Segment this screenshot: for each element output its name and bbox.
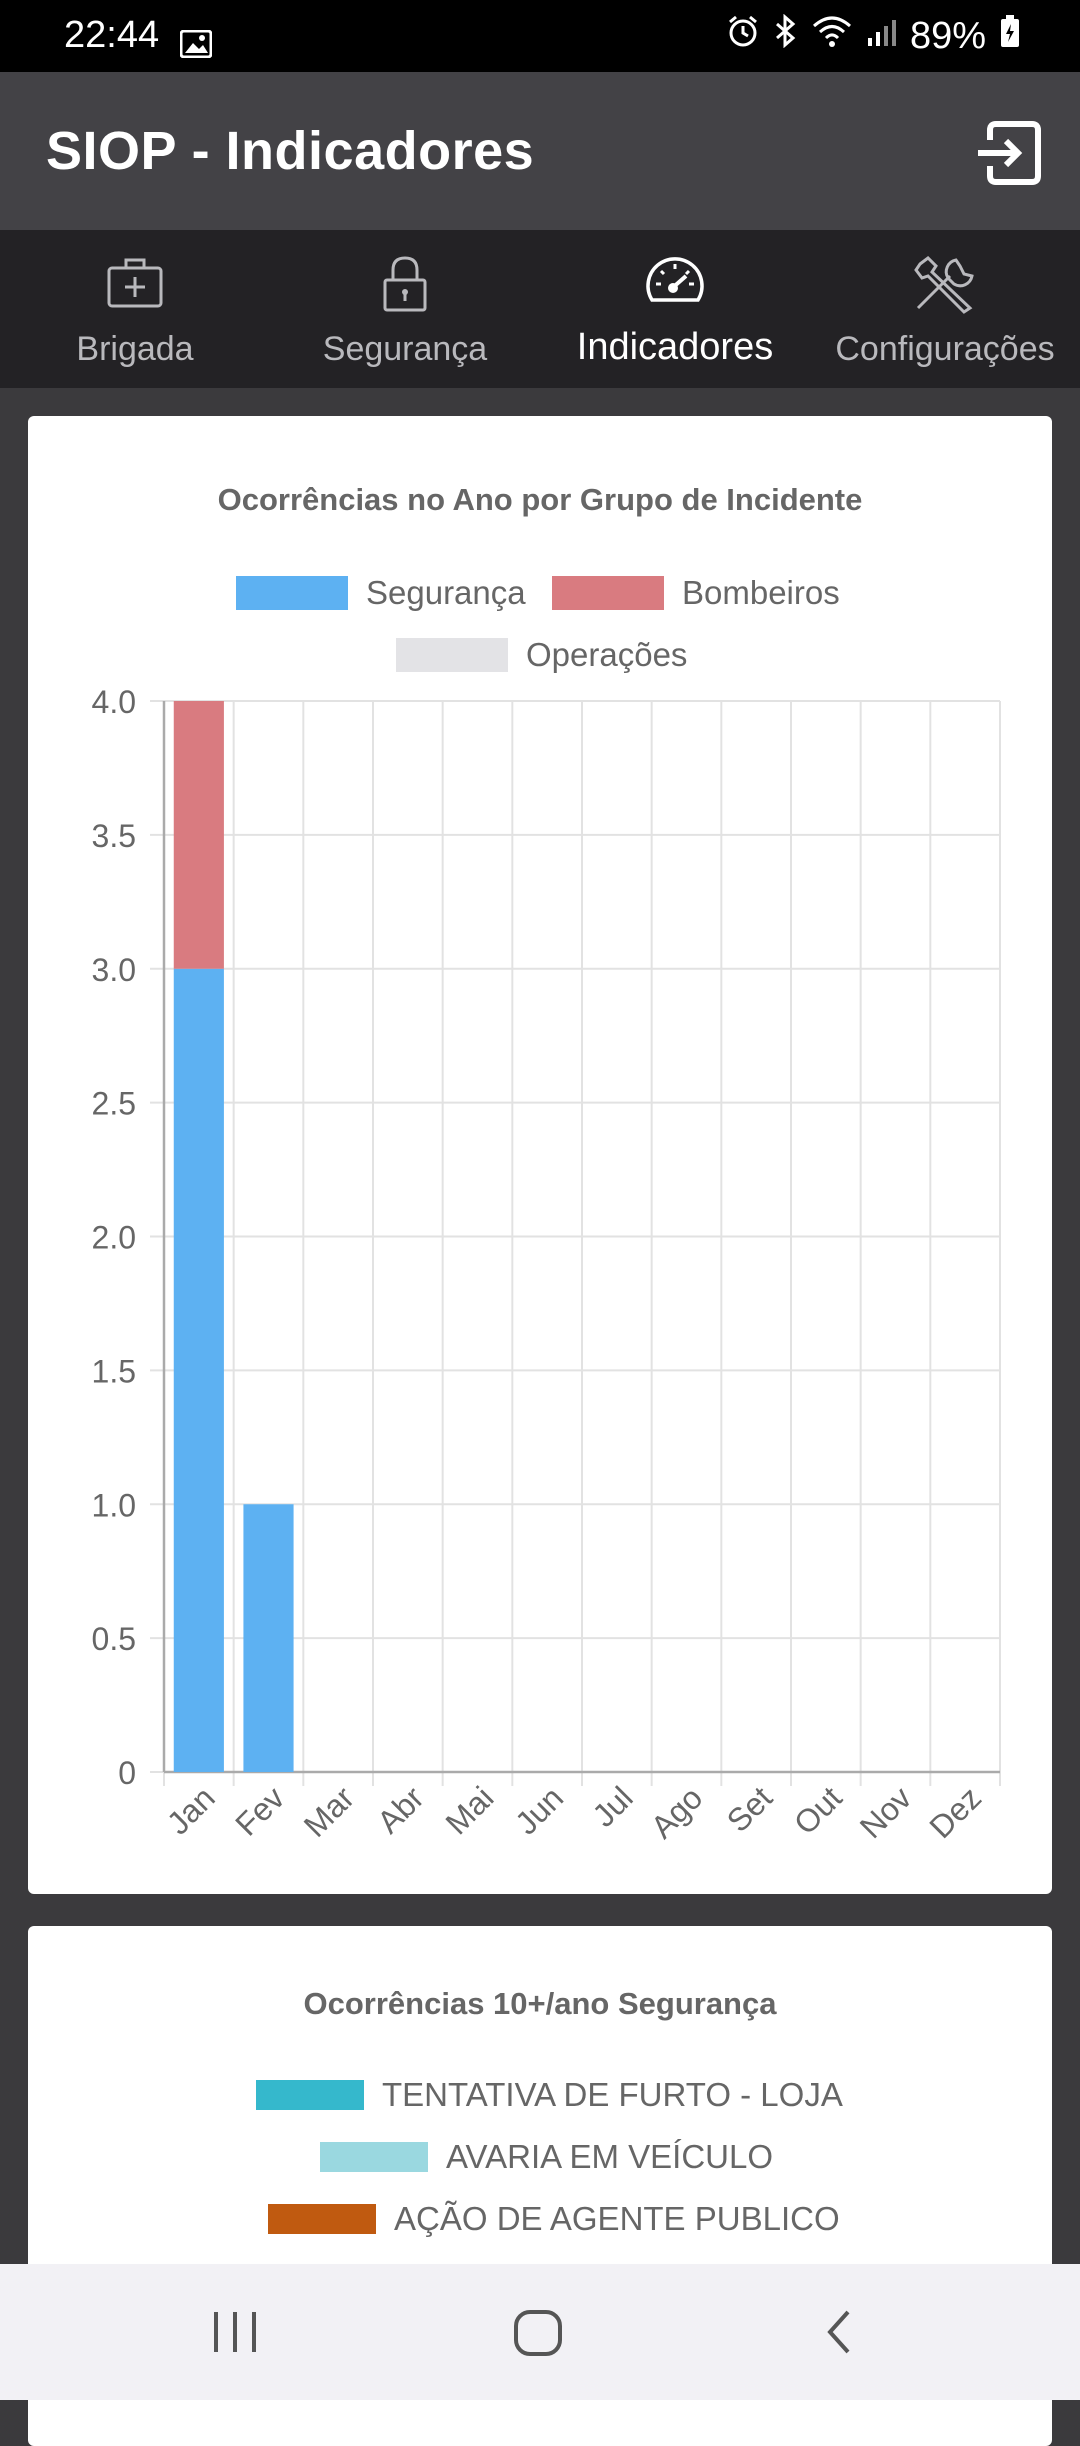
- legend-label: Segurança: [366, 574, 526, 611]
- battery-percentage: 89%: [909, 14, 986, 57]
- status-bar: 22:44 89%: [0, 0, 1080, 72]
- y-tick-label: 0.5: [92, 1621, 136, 1657]
- bluetooth-icon: [774, 13, 798, 58]
- bar-fev-0: [243, 1504, 294, 1772]
- home-icon: [514, 2310, 562, 2356]
- legend-swatch: [552, 576, 664, 610]
- x-tick-label: Set: [720, 1779, 779, 1838]
- legend-swatch: [256, 2080, 364, 2110]
- speedometer-icon: [644, 254, 706, 313]
- back-button[interactable]: [816, 2304, 860, 2365]
- x-tick-label: Jul: [585, 1779, 639, 1833]
- y-tick-label: 0: [118, 1755, 136, 1791]
- app-title: SIOP - Indicadores: [46, 121, 535, 181]
- y-tick-label: 4.0: [92, 684, 136, 720]
- x-tick-label: Abr: [370, 1779, 431, 1840]
- bar-jan-1: [173, 701, 224, 969]
- recent-apps-button[interactable]: [210, 2304, 260, 2365]
- logout-icon: [978, 121, 1041, 185]
- x-tick-label: Ago: [644, 1779, 710, 1845]
- y-tick-label: 3.5: [92, 818, 136, 854]
- legend-label: Operações: [526, 636, 688, 673]
- legend-label: AÇÃO DE AGENTE PUBLICO: [394, 2200, 840, 2237]
- chart-title: Ocorrências no Ano por Grupo de Incident…: [217, 482, 863, 517]
- home-button[interactable]: [510, 2304, 566, 2365]
- tab-label: Indicadores: [576, 326, 774, 368]
- legend-item-tentativa-furto[interactable]: TENTATIVA DE FURTO - LOJA: [256, 2076, 843, 2114]
- tab-label: Segurança: [322, 330, 488, 368]
- y-tick-label: 1.0: [92, 1487, 136, 1523]
- x-tick-label: Jun: [508, 1779, 570, 1841]
- stacked-bar-chart: 0 0.5 1.0 1.5 2.0 2.5 3.0 3.5 4.0 Jan Fev Mar Abr Mai…: [92, 684, 1001, 1845]
- tab-label: Brigada: [76, 330, 194, 368]
- tools-icon: [912, 254, 978, 319]
- wifi-icon: [812, 14, 852, 58]
- back-icon: [827, 2310, 850, 2354]
- x-tick-label: Fev: [228, 1779, 291, 1842]
- legend-swatch: [320, 2142, 428, 2172]
- legend-label: TENTATIVA DE FURTO - LOJA: [382, 2076, 843, 2113]
- x-tick-label: Jan: [160, 1779, 222, 1841]
- alarm-icon: [726, 14, 760, 58]
- legend-label: AVARIA EM VEÍCULO: [446, 2138, 774, 2175]
- x-tick-label: Dez: [922, 1779, 988, 1845]
- legend-item-acao-agente-publico[interactable]: AÇÃO DE AGENTE PUBLICO: [268, 2200, 840, 2238]
- legend-item-bombeiros[interactable]: Bombeiros: [552, 574, 840, 612]
- chart-card-incidents-by-group: Ocorrências no Ano por Grupo de Incident…: [28, 416, 1052, 1894]
- tab-label: Configurações: [835, 330, 1055, 368]
- status-time: 22:44: [64, 14, 160, 56]
- legend-swatch: [268, 2204, 376, 2234]
- y-tick-label: 1.5: [92, 1353, 136, 1389]
- first-aid-kit-icon: [106, 254, 164, 315]
- chart-title: Ocorrências 10+/ano Segurança: [303, 1986, 777, 2021]
- y-tick-label: 2.0: [92, 1220, 136, 1256]
- x-tick-label: Nov: [853, 1779, 919, 1845]
- x-tick-label: Mai: [439, 1779, 501, 1841]
- app-bar: SIOP - Indicadores: [0, 72, 1080, 230]
- legend-swatch: [236, 576, 348, 610]
- legend-swatch: [396, 638, 508, 672]
- legend-item-operacoes[interactable]: Operações: [396, 636, 687, 674]
- y-tick-label: 3.0: [92, 952, 136, 988]
- bar-jan-0: [173, 968, 224, 1772]
- tab-bar: Brigada Segurança Indicadores Configuraç…: [0, 230, 1080, 388]
- logout-button[interactable]: [974, 118, 1044, 188]
- legend-label: Bombeiros: [682, 574, 840, 611]
- recent-apps-icon: [214, 2312, 256, 2352]
- battery-icon: [1000, 14, 1020, 58]
- tab-seguranca[interactable]: Segurança: [270, 230, 540, 388]
- tab-indicadores[interactable]: Indicadores: [540, 230, 810, 388]
- x-tick-label: Out: [787, 1779, 849, 1841]
- lock-icon: [381, 254, 429, 319]
- y-tick-label: 2.5: [92, 1086, 136, 1122]
- legend-item-seguranca[interactable]: Segurança: [236, 574, 526, 612]
- x-tick-label: Mar: [297, 1779, 362, 1844]
- gallery-notification-icon: [179, 29, 213, 63]
- signal-icon: [866, 15, 896, 58]
- tab-configuracoes[interactable]: Configurações: [810, 230, 1080, 388]
- tab-brigada[interactable]: Brigada: [0, 230, 270, 388]
- legend-item-avaria-veiculo[interactable]: AVARIA EM VEÍCULO: [320, 2138, 773, 2176]
- system-navigation-bar: [0, 2264, 1080, 2400]
